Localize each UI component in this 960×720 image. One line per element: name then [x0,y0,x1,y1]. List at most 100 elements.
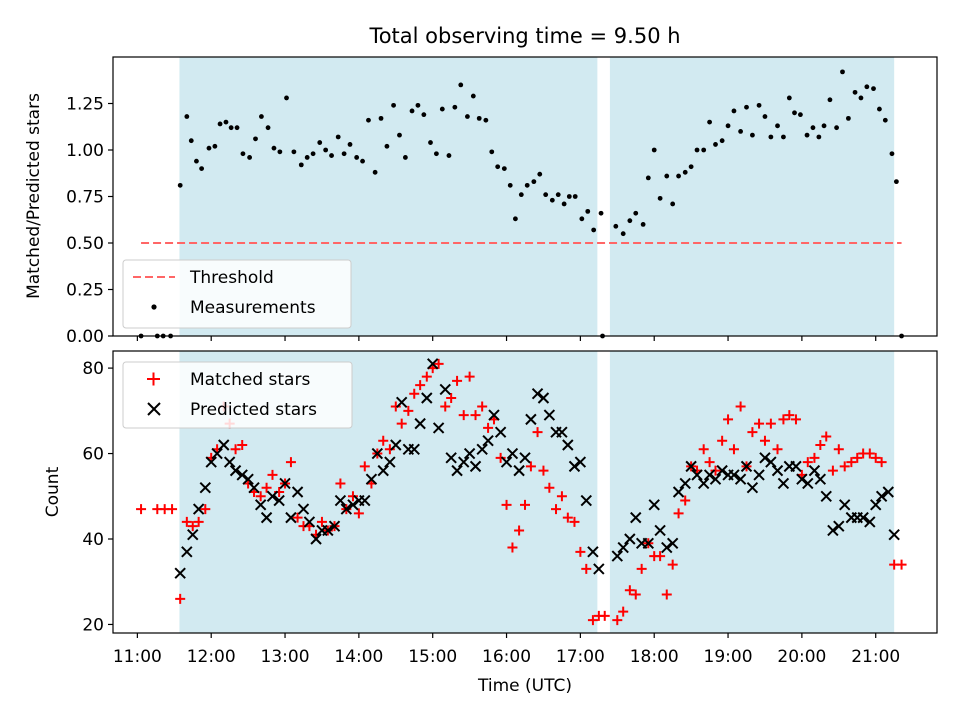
matched-star-point [532,427,543,438]
x-tick-label: 14:00 [334,647,383,667]
matched-star-point [661,589,672,600]
measurement-point [253,136,258,142]
predicted-star-point [205,456,217,468]
measurement-point [701,147,707,153]
matched-star-point [864,448,875,459]
matched-star-point [839,461,850,472]
predicted-legend-swatch [147,402,161,416]
matched-star-point [833,444,844,455]
matched-star-point [667,559,678,570]
ratio-panel: 0.00 0.25 0.50 0.75 1.00 1.25 Matched/Predict… [24,56,938,347]
predicted-star-point [377,464,389,477]
matched-star-point [544,482,555,493]
measurement-point [821,123,827,129]
measurement-point [177,182,183,188]
measurement-point [585,208,591,214]
measurement-point [670,201,676,207]
measurement-point [744,104,749,110]
matched-star-point [409,388,420,399]
matched-star-point [267,469,278,480]
measurement-point [750,132,755,138]
measurement-point [827,97,833,103]
measurement-point [566,194,572,199]
measurement-point [731,108,737,114]
predicted-star-point [384,456,396,468]
measurement-point [317,140,323,145]
predicted-star-point [870,499,882,511]
measurement-point [291,149,297,155]
y-tick-label: 40 [82,530,104,550]
matched-star-point [384,444,395,455]
measurement-point [439,106,445,112]
predicted-star-point [543,409,556,421]
matched-star-point [735,401,746,412]
measurement-point [228,125,234,131]
measurement-point [786,95,792,101]
y-tick-label: 0.75 [66,188,104,208]
measurement-point [834,125,839,131]
matched-star-point [483,422,494,433]
predicted-star-point [617,541,629,554]
measurement-point [206,145,212,151]
predicted-star-point [611,550,624,562]
predicted-star-point [562,439,574,451]
matched-star-point [852,452,863,463]
y-tick-label: 80 [82,359,104,379]
predicted-star-point [746,482,759,494]
predicted-star-point [488,409,500,421]
matched-star-point [630,589,641,600]
measurement-point [537,171,543,177]
measurement-point [277,149,283,155]
matched-star-point [261,482,272,493]
matched-star-point [525,461,536,472]
matched-legend-label: Matched stars [190,370,310,390]
matched-star-point [655,551,666,562]
matched-star-point [599,610,610,621]
measurement-point [433,151,439,157]
matched-star-point [790,414,801,425]
matched-star-point [870,452,881,463]
matched-star-point [378,435,389,446]
matched-star-point [784,410,795,421]
measurement-point [188,138,194,144]
predicted-star-point [882,486,894,498]
matched-star-point [200,504,211,515]
measurement-point [378,115,384,121]
predicted-star-point [574,456,587,468]
measurement-point [470,93,476,99]
y-tick-label: 1.25 [66,95,104,115]
predicted-star-point [297,503,310,515]
measurement-point [858,95,864,101]
predicted-star-point [223,456,236,468]
measurement-point [341,151,347,157]
predicted-star-point [426,358,439,370]
bottom-x-ticks: 11:00 12:00 13:00 14:00 15:00 16:00 17:00 18:00… [113,633,900,667]
matched-star-point [772,444,783,455]
measurement-point [845,115,851,121]
measurements-legend-label: Measurements [190,298,316,318]
predicted-star-point [728,469,740,481]
predicted-star-point [174,567,186,579]
measurement-point [804,132,810,138]
measurement-point [882,117,888,123]
predicted-star-point [248,482,260,494]
predicted-star-point [666,537,679,549]
measurement-point [561,201,567,207]
matched-star-point [175,593,186,604]
predicted-star-point [740,460,753,473]
predicted-star-point [506,447,519,460]
matched-star-point [193,516,204,527]
predicted-star-point [371,447,384,460]
matched-star-point [520,499,530,510]
measurement-point [240,151,246,157]
matched-star-point [562,512,573,523]
matched-star-point [353,508,364,519]
predicted-star-point [703,469,716,481]
measurement-point [645,175,651,181]
matched-star-point [495,452,506,463]
matched-star-point [612,615,623,626]
predicted-star-point [254,499,267,511]
measurement-point [775,123,780,129]
measurement-point [199,166,205,172]
predicted-star-point [580,494,592,507]
